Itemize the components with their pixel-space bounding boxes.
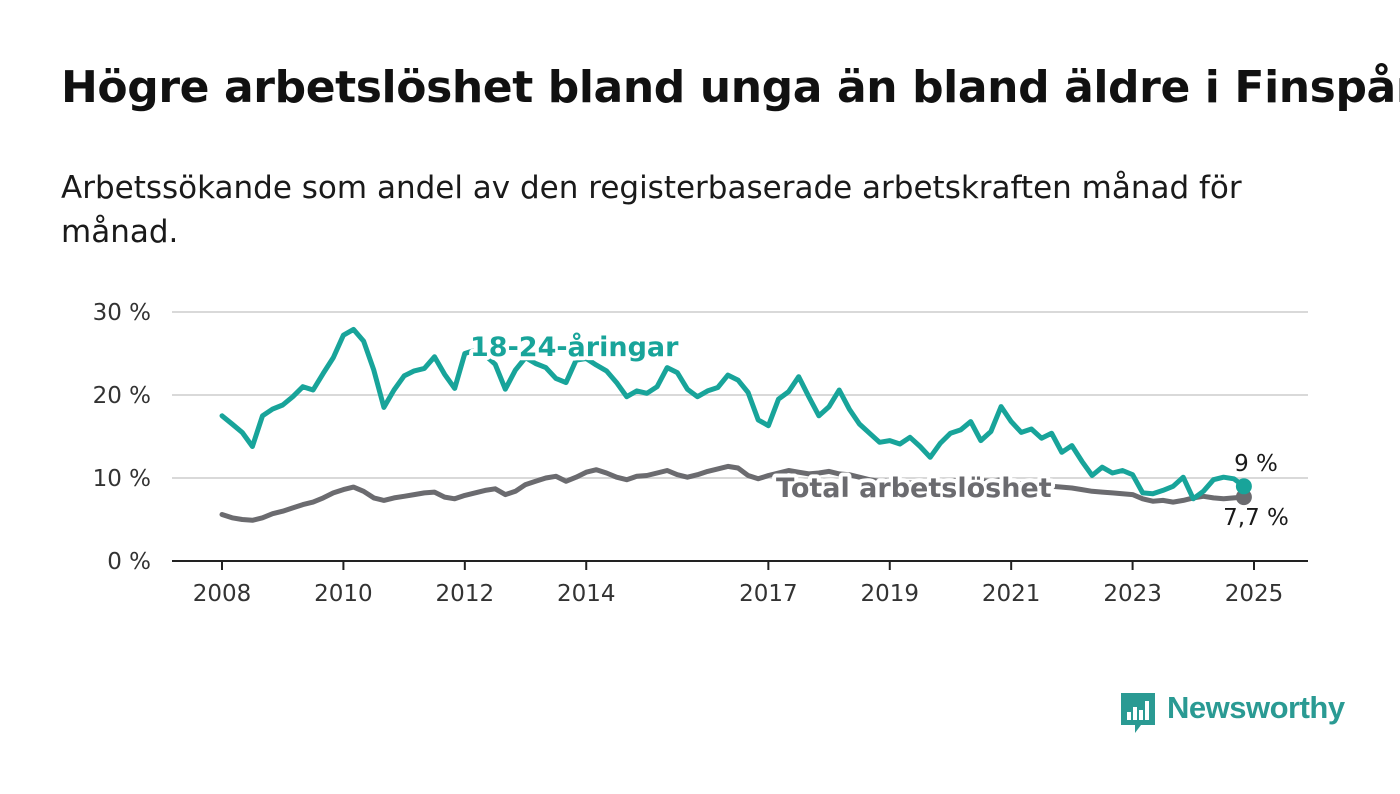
- brand-name: Newsworthy: [1167, 690, 1345, 725]
- end-value-label: 7,7 %: [1223, 505, 1289, 531]
- y-tick-label: 20 %: [93, 383, 151, 409]
- series-label-halo: Total arbetslöshet: [776, 473, 1052, 504]
- x-tick-label: 2017: [739, 581, 798, 607]
- series-label-halo: 18-24-åringar: [470, 331, 679, 363]
- end-value-label: 9 %: [1234, 451, 1278, 477]
- y-tick-label: 30 %: [93, 300, 151, 326]
- y-tick-label: 0 %: [107, 549, 151, 575]
- newsworthy-logo: Newsworthy: [1118, 690, 1348, 736]
- x-tick-label: 2021: [982, 581, 1041, 607]
- series-line: [219, 326, 1247, 502]
- x-tick-label: 2025: [1225, 581, 1284, 607]
- x-axis: 2008 2010 2012 2014 2017 2019 2021 2023 2025: [193, 561, 1284, 607]
- y-tick-label: 10 %: [93, 466, 151, 492]
- x-tick-label: 2014: [557, 581, 616, 607]
- series-label: 18-24-åringar: [470, 331, 679, 363]
- chart-title: Högre arbetslöshet bland unga än bland ä…: [61, 62, 1400, 113]
- chart-subtitle: Arbetssökande som andel av den registerb…: [61, 170, 1242, 250]
- series-end-point: [1235, 478, 1252, 495]
- series-label: Total arbetslöshet: [776, 473, 1052, 504]
- x-tick-label: 2019: [860, 581, 919, 607]
- x-tick-label: 2012: [436, 581, 495, 607]
- x-tick-label: 2010: [314, 581, 373, 607]
- gridlines: [172, 311, 1308, 562]
- series-line: [219, 463, 1247, 523]
- y-axis: 0 % 10 % 20 % 30 %: [93, 300, 151, 575]
- x-tick-label: 2008: [193, 581, 252, 607]
- x-tick-label: 2023: [1103, 581, 1162, 607]
- newsworthy-logo-icon: [1121, 693, 1155, 733]
- series-lines: [219, 326, 1252, 523]
